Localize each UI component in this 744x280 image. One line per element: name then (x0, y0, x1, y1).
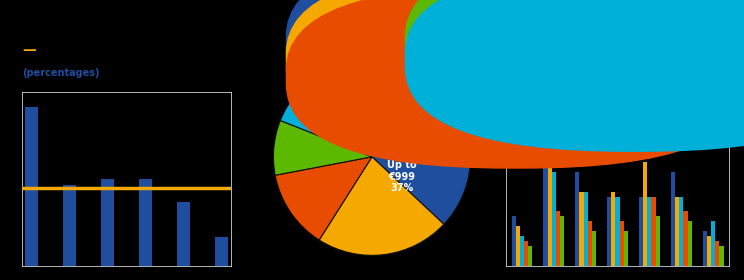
Bar (643, 162, 647, 266)
Bar (176, 202, 190, 266)
Bar (512, 216, 516, 266)
Wedge shape (280, 81, 372, 157)
Bar (560, 216, 564, 266)
Bar (620, 221, 623, 266)
Bar (214, 237, 228, 266)
Bar (583, 192, 588, 266)
Wedge shape (274, 120, 372, 175)
Wedge shape (347, 58, 372, 157)
Text: Up to
€999
37%: Up to €999 37% (387, 160, 417, 193)
Bar (524, 241, 528, 266)
Text: €5,000-
9,999
13%: €5,000- 9,999 13% (247, 210, 285, 240)
Bar (139, 179, 152, 266)
Bar (63, 185, 77, 266)
Bar (623, 231, 628, 266)
Bar (25, 107, 39, 266)
Bar (715, 241, 719, 266)
Wedge shape (310, 61, 372, 157)
Bar (615, 197, 620, 266)
Bar (719, 246, 723, 266)
Bar (607, 197, 612, 266)
Text: —: — (22, 43, 36, 57)
Bar (711, 221, 715, 266)
Bar (556, 211, 560, 266)
Text: (percentages): (percentages) (506, 68, 583, 78)
Bar (580, 192, 583, 266)
Bar (588, 221, 592, 266)
Bar (612, 192, 615, 266)
Text: (percentages): (percentages) (22, 68, 100, 78)
Bar (543, 105, 548, 266)
Bar (575, 172, 580, 266)
Bar (528, 246, 532, 266)
Bar (592, 231, 596, 266)
Wedge shape (275, 157, 372, 240)
Bar (675, 197, 679, 266)
Bar (548, 162, 552, 266)
Bar (652, 197, 655, 266)
Bar (647, 197, 652, 266)
Wedge shape (319, 157, 444, 255)
Bar (684, 211, 687, 266)
Bar (655, 216, 660, 266)
Bar (707, 236, 711, 266)
Bar (639, 197, 643, 266)
Bar (520, 236, 524, 266)
Bar (671, 172, 675, 266)
Bar (552, 172, 556, 266)
Bar (101, 179, 114, 266)
Bar (687, 221, 692, 266)
Wedge shape (372, 58, 470, 224)
Bar (703, 231, 707, 266)
Bar (516, 226, 520, 266)
Bar (679, 197, 684, 266)
